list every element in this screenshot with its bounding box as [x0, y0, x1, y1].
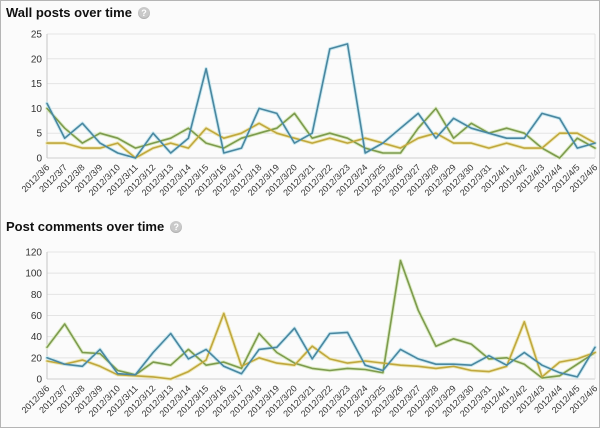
y-axis-tick-label: 10	[31, 104, 43, 115]
y-axis-tick-label: 60	[31, 311, 43, 322]
y-axis-tick-label: 25	[31, 30, 43, 41]
y-axis-tick-label: 5	[36, 129, 42, 140]
y-axis-tick-label: 20	[31, 353, 43, 364]
y-axis-tick-label: 15	[31, 79, 43, 90]
line-green	[46, 107, 596, 159]
y-axis-tick-label: 120	[25, 248, 42, 259]
wall-posts-chart: 05101520252012/3/62012/3/72012/3/82012/3…	[20, 30, 599, 198]
help-icon[interactable]: ?	[137, 6, 150, 19]
y-axis-tick-label: 0	[36, 375, 42, 386]
post-comments-chart: 0204060801001202012/3/62012/3/72012/3/82…	[20, 248, 599, 419]
line-yellow	[46, 312, 596, 380]
help-icon[interactable]: ?	[170, 220, 183, 233]
y-axis-tick-label: 40	[31, 332, 43, 343]
line-yellow	[46, 122, 596, 159]
post-comments-header: Post comments over time ?	[6, 219, 183, 234]
line-blue	[46, 327, 596, 378]
line-blue	[46, 43, 596, 159]
wall-posts-header: Wall posts over time ?	[6, 5, 150, 20]
wall-posts-title: Wall posts over time	[6, 5, 132, 20]
y-axis-tick-label: 100	[25, 269, 42, 280]
y-axis-tick-label: 20	[31, 54, 43, 65]
y-axis-tick-label: 80	[31, 290, 43, 301]
post-comments-title: Post comments over time	[6, 219, 165, 234]
line-green	[46, 259, 596, 379]
y-axis-tick-label: 0	[36, 154, 42, 165]
